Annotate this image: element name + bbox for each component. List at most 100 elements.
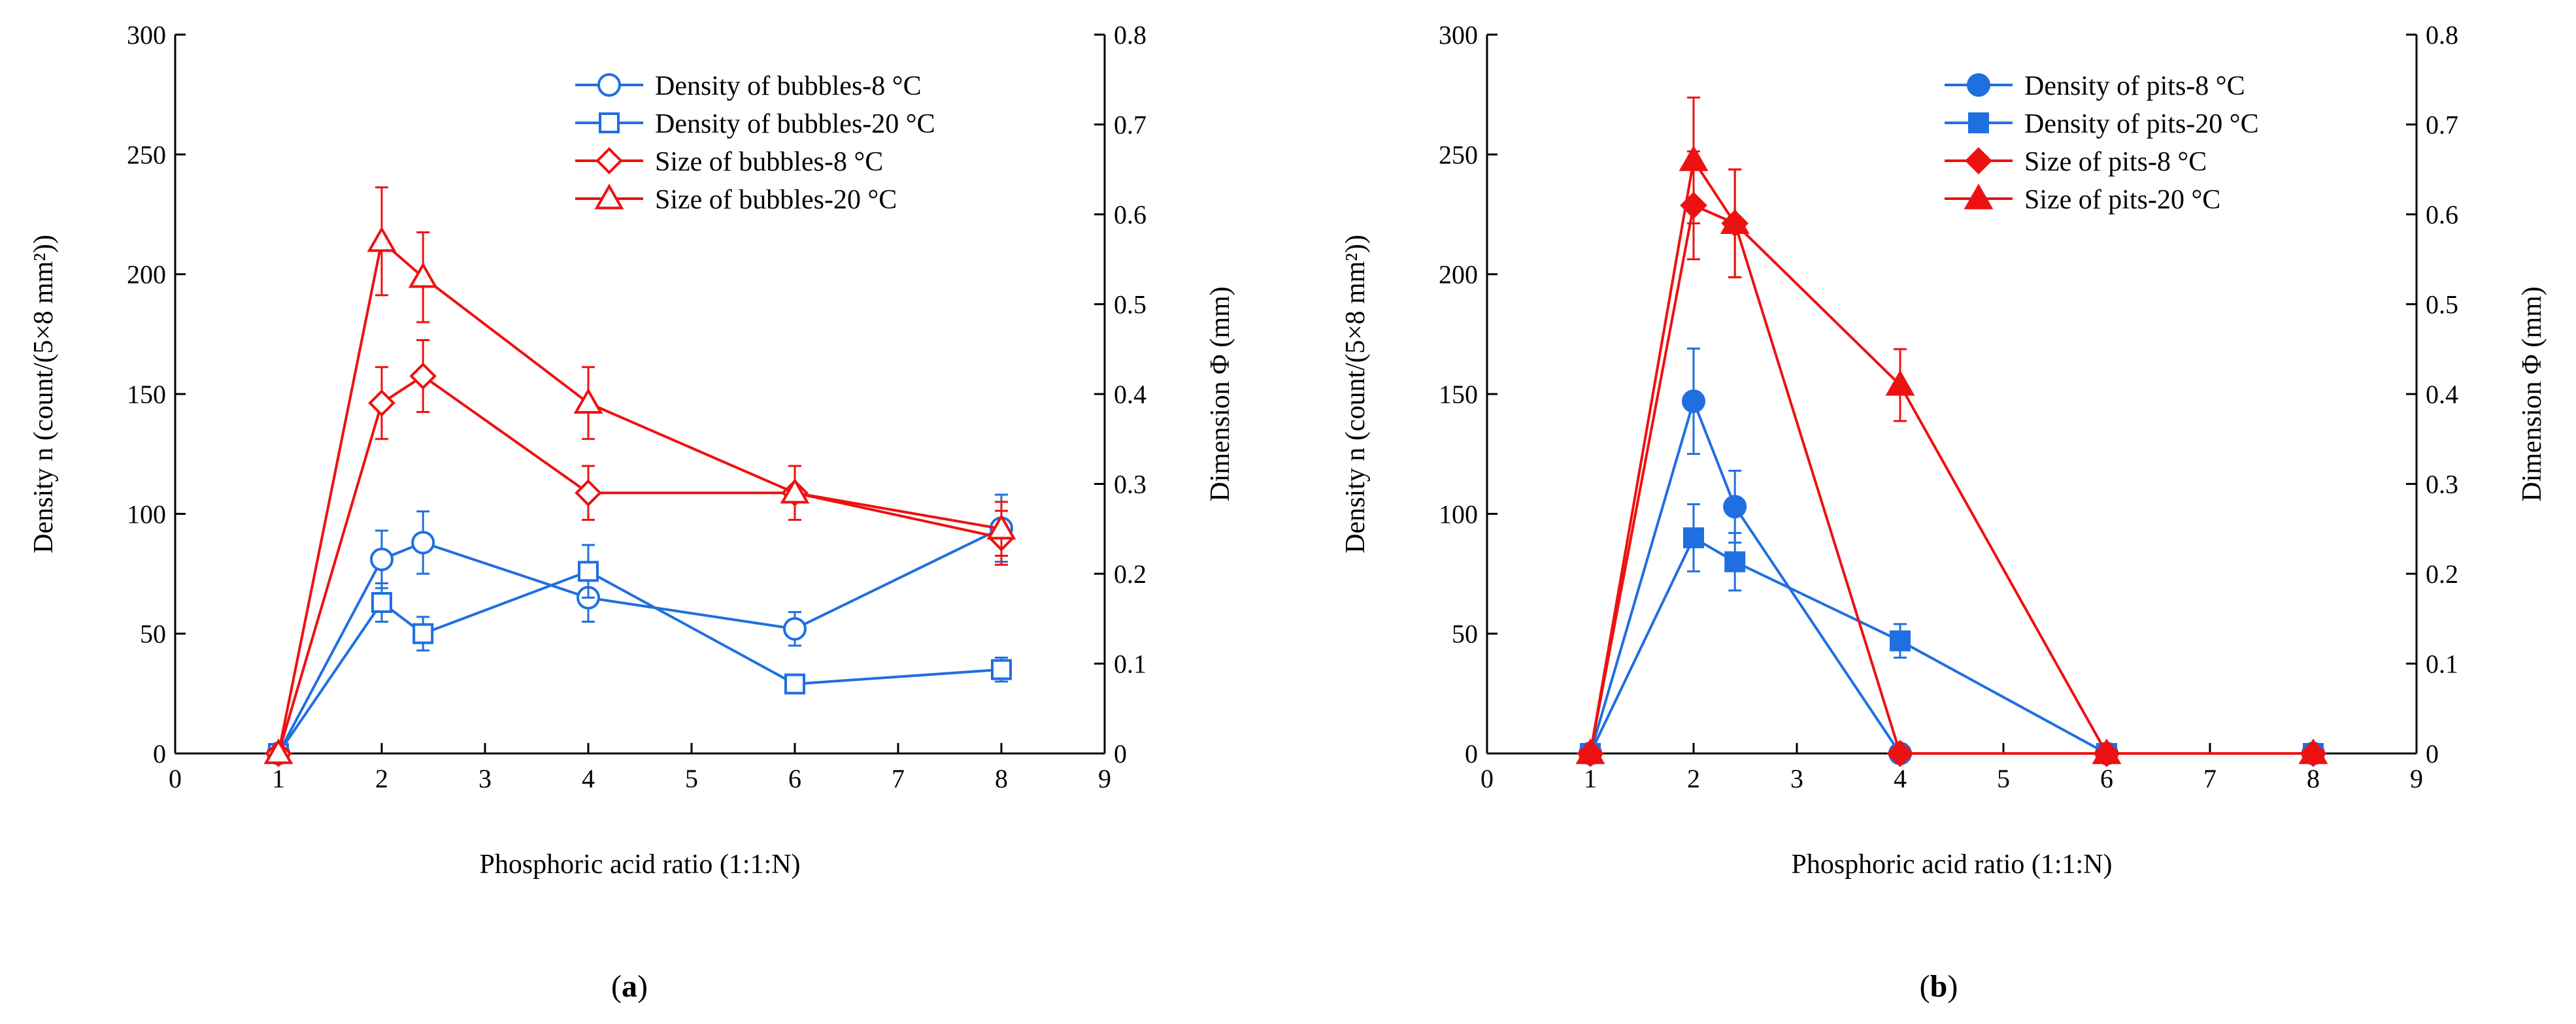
left-y-tick-label: 100 bbox=[1439, 499, 1478, 529]
legend-marker bbox=[595, 147, 623, 174]
legend-marker bbox=[1964, 183, 1994, 210]
left-y-tick-label: 150 bbox=[1439, 380, 1478, 409]
legend-marker bbox=[594, 183, 624, 210]
data-point-marker bbox=[780, 478, 810, 504]
legend-marker bbox=[599, 112, 620, 133]
data-point-marker bbox=[409, 362, 437, 390]
right-y-tick-label: 0.3 bbox=[2426, 470, 2458, 499]
x-tick-label: 9 bbox=[2410, 764, 2423, 793]
legend-item: Size of bubbles-8 °C bbox=[575, 147, 883, 177]
legend-label: Size of bubbles-20 °C bbox=[655, 185, 897, 215]
data-point-marker bbox=[371, 592, 392, 613]
right-y-ticks-b: 0 0.1 0.2 0.3 0.4 0.5 0.6 0.7 0.8 bbox=[2406, 20, 2458, 768]
data-point-marker bbox=[408, 262, 438, 288]
data-point-marker bbox=[986, 514, 1016, 540]
data-point-marker bbox=[578, 561, 599, 582]
x-tick-label: 3 bbox=[478, 764, 492, 793]
left-y-tick-label: 300 bbox=[1439, 20, 1478, 50]
right-y-tick-label: 0.5 bbox=[2426, 290, 2458, 320]
legend-label: Density of pits-20 °C bbox=[2024, 109, 2259, 139]
data-point-marker bbox=[575, 479, 602, 507]
data-point-marker bbox=[784, 673, 805, 695]
right-y-tick-label: 0.5 bbox=[1114, 290, 1146, 320]
legend-label: Density of bubbles-8 °C bbox=[655, 71, 922, 101]
legend-label: Size of pits-20 °C bbox=[2024, 185, 2220, 215]
legend-label: Density of pits-8 °C bbox=[2024, 71, 2245, 101]
right-y-tick-label: 0.1 bbox=[1114, 650, 1146, 679]
right-y-tick-label: 0.8 bbox=[1114, 20, 1146, 50]
data-point-marker bbox=[412, 623, 434, 644]
legend-marker bbox=[1968, 112, 1989, 133]
x-tick-label: 0 bbox=[169, 764, 182, 793]
x-tick-label: 8 bbox=[2307, 764, 2320, 793]
x-tick-label: 2 bbox=[1687, 764, 1700, 793]
x-tick-label: 9 bbox=[1098, 764, 1111, 793]
plot-area-a: 0 1 2 3 4 5 6 7 8 9 0 50 100 150 200 250 300 0 0.1 0.2 0.3… bbox=[127, 20, 1146, 793]
series-a-2 bbox=[265, 339, 1015, 767]
left-y-tick-label: 200 bbox=[1439, 260, 1478, 289]
legend-marker bbox=[597, 73, 621, 97]
data-point-marker bbox=[1886, 740, 1914, 767]
series-line bbox=[277, 374, 1002, 754]
left-y-axis-title-a: Density n (count/(5×8 mm²)) bbox=[29, 235, 59, 553]
legend-item: Density of pits-20 °C bbox=[1945, 109, 2259, 139]
right-y-axis-title-a: Dimension Φ (mm) bbox=[1205, 286, 1235, 501]
legend-a: Density of bubbles-8 °C Density of bubble… bbox=[575, 71, 935, 215]
x-tick-label: 8 bbox=[995, 764, 1008, 793]
right-y-tick-label: 0.2 bbox=[1114, 559, 1146, 589]
left-y-tick-label: 150 bbox=[127, 380, 166, 409]
series-b-0 bbox=[1579, 347, 2325, 765]
series-line bbox=[277, 239, 1002, 754]
series-line bbox=[277, 527, 1002, 754]
series-layer-a bbox=[263, 186, 1016, 767]
data-point-marker bbox=[1724, 551, 1746, 572]
right-y-axis-title-b: Dimension Φ (mm) bbox=[2517, 286, 2547, 501]
data-point-marker bbox=[1720, 208, 1750, 234]
right-y-tick-label: 0.4 bbox=[1114, 380, 1146, 409]
series-a-0 bbox=[267, 493, 1013, 765]
chart-panel-a: 0 1 2 3 4 5 6 7 8 9 0 50 100 150 200 250 300 0 0.1 0.2 0.3… bbox=[29, 20, 1235, 1004]
left-y-ticks-b: 0 50 100 150 200 250 300 bbox=[1439, 20, 1497, 768]
series-layer-b bbox=[1575, 96, 2328, 767]
right-y-tick-label: 0.4 bbox=[2426, 380, 2458, 409]
left-y-tick-label: 100 bbox=[127, 499, 166, 529]
right-y-tick-label: 0.2 bbox=[2426, 559, 2458, 589]
right-y-ticks-a: 0 0.1 0.2 0.3 0.4 0.5 0.6 0.7 0.8 bbox=[1094, 20, 1146, 768]
x-tick-label: 6 bbox=[788, 764, 801, 793]
left-y-tick-label: 50 bbox=[140, 619, 166, 649]
right-y-tick-label: 0.6 bbox=[2426, 200, 2458, 229]
x-tick-label: 1 bbox=[272, 764, 285, 793]
data-point-marker bbox=[1890, 630, 1911, 652]
x-tick-label: 4 bbox=[582, 764, 595, 793]
series-line bbox=[1589, 157, 2313, 755]
legend-item: Size of pits-20 °C bbox=[1945, 183, 2220, 215]
x-tick-label: 5 bbox=[1997, 764, 2010, 793]
series-line bbox=[277, 570, 1002, 755]
data-point-marker bbox=[1679, 145, 1709, 171]
legend-b: Density of pits-8 °C Density of pits-20 °… bbox=[1945, 71, 2259, 215]
series-a-3 bbox=[263, 186, 1016, 765]
data-point-marker bbox=[1683, 527, 1704, 548]
x-tick-label: 2 bbox=[375, 764, 388, 793]
legend-marker bbox=[1965, 147, 1992, 174]
panel-label-b: (b) bbox=[1920, 969, 1958, 1004]
x-axis-title-a: Phosphoric acid ratio (1:1:N) bbox=[479, 850, 800, 880]
right-y-tick-label: 0.3 bbox=[1114, 470, 1146, 499]
panel-label-a: (a) bbox=[611, 969, 648, 1004]
left-y-tick-label: 250 bbox=[127, 140, 166, 169]
x-ticks-b: 0 1 2 3 4 5 6 7 8 9 bbox=[1480, 743, 2423, 793]
left-y-tick-label: 250 bbox=[1439, 140, 1478, 169]
x-tick-label: 5 bbox=[685, 764, 698, 793]
data-point-marker bbox=[1575, 738, 1605, 765]
data-point-marker bbox=[1682, 389, 1705, 413]
legend-label: Density of bubbles-20 °C bbox=[655, 109, 935, 139]
data-point-marker bbox=[991, 659, 1012, 680]
right-y-tick-label: 0.1 bbox=[2426, 650, 2458, 679]
data-point-marker bbox=[783, 617, 807, 641]
data-point-marker bbox=[263, 738, 293, 765]
x-ticks-a: 0 1 2 3 4 5 6 7 8 9 bbox=[169, 743, 1111, 793]
chart-panel-b: 0 1 2 3 4 5 6 7 8 9 0 50 100 150 200 250 300 0 0.1 0.2 0.3… bbox=[1341, 20, 2547, 1004]
plot-area-b: 0 1 2 3 4 5 6 7 8 9 0 50 100 150 200 250 300 0 0.1 0.2 0.3… bbox=[1439, 20, 2458, 793]
left-y-tick-label: 0 bbox=[1465, 739, 1478, 768]
